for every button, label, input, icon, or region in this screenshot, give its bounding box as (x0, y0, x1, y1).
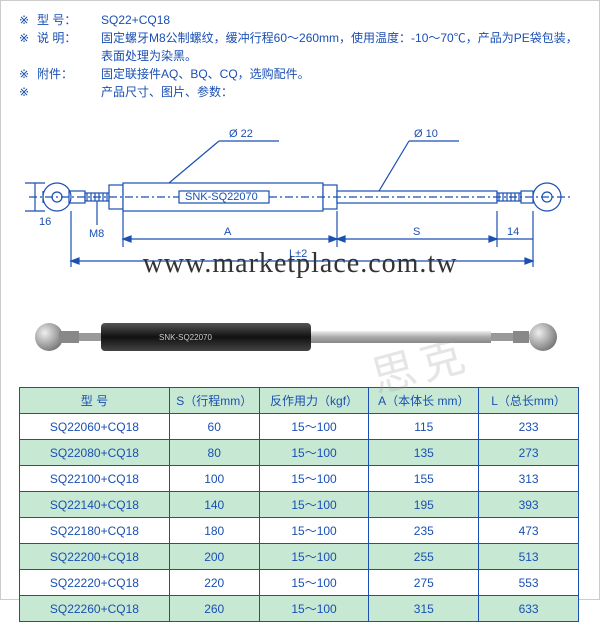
product-photo: SNK-SQ22070 (19, 297, 579, 377)
table-cell: SQ22200+CQ18 (20, 544, 170, 570)
dim-dia-body: Ø 22 (229, 128, 253, 140)
table-cell: 180 (169, 518, 259, 544)
photo-part-label: SNK-SQ22070 (159, 333, 212, 342)
table-cell: SQ22180+CQ18 (20, 518, 170, 544)
table-cell: 100 (169, 466, 259, 492)
table-cell: 553 (479, 570, 579, 596)
table-row: SQ22080+CQ188015～100135273 (20, 440, 579, 466)
dim-h-outer: 28.5 (19, 184, 22, 205)
table-cell: SQ22100+CQ18 (20, 466, 170, 492)
table-cell: 255 (369, 544, 479, 570)
table-cell: 140 (169, 492, 259, 518)
table-cell: 473 (479, 518, 579, 544)
bullet: ※ (19, 29, 37, 65)
table-cell: 260 (169, 596, 259, 622)
table-cell: 200 (169, 544, 259, 570)
part-label: SNK-SQ22070 (185, 191, 258, 203)
spec-label: 附件： (37, 65, 101, 83)
table-row: SQ22060+CQ186015～100115233 (20, 414, 579, 440)
th-s: S（行程mm） (169, 388, 259, 414)
bullet: ※ (19, 11, 37, 29)
table-cell: 155 (369, 466, 479, 492)
th-a: A（本体长 mm） (369, 388, 479, 414)
spec-table: 型 号 S（行程mm） 反作用力（kgf） A（本体长 mm） L（总长mm） … (19, 387, 579, 622)
table-cell: 15～100 (259, 596, 369, 622)
table-cell: 235 (369, 518, 479, 544)
dim-dia-rod: Ø 10 (414, 128, 438, 140)
table-cell: SQ22220+CQ18 (20, 570, 170, 596)
spec-label: 说 明： (37, 29, 101, 65)
table-row: SQ22100+CQ1810015～100155313 (20, 466, 579, 492)
table-cell: 633 (479, 596, 579, 622)
dim-h-inner: 16 (39, 216, 51, 228)
table-cell: 115 (369, 414, 479, 440)
table-cell: 15～100 (259, 466, 369, 492)
table-cell: 60 (169, 414, 259, 440)
table-cell: 195 (369, 492, 479, 518)
table-cell: 273 (479, 440, 579, 466)
th-model: 型 号 (20, 388, 170, 414)
spec-text: 固定联接件AQ、BQ、CQ，选购配件。 (101, 65, 581, 83)
dim-a: A (224, 226, 232, 238)
table-cell: SQ22260+CQ18 (20, 596, 170, 622)
table-row: SQ22260+CQ1826015～100315633 (20, 596, 579, 622)
dim-thread: M8 (89, 228, 104, 240)
table-row: SQ22200+CQ1820015～100255513 (20, 544, 579, 570)
dim-s: S (413, 226, 420, 238)
spec-text: 产品尺寸、图片、参数： (101, 83, 581, 101)
table-cell: 313 (479, 466, 579, 492)
bullet: ※ (19, 83, 37, 101)
table-cell: 15～100 (259, 440, 369, 466)
dim-l: L±2 (289, 248, 307, 260)
dim-14: 14 (507, 226, 519, 238)
table-row: SQ22220+CQ1822015～100275553 (20, 570, 579, 596)
table-cell: SQ22140+CQ18 (20, 492, 170, 518)
spec-label: 型 号： (37, 11, 101, 29)
table-cell: 135 (369, 440, 479, 466)
table-cell: 315 (369, 596, 479, 622)
th-l: L（总长mm） (479, 388, 579, 414)
page: ※ 型 号： SQ22+CQ18 ※ 说 明： 固定螺牙M8公制螺纹，缓冲行程6… (0, 0, 600, 600)
spec-text: 固定螺牙M8公制螺纹，缓冲行程60～260mm，使用温度：-10～70℃，产品为… (101, 29, 581, 65)
table-cell: 80 (169, 440, 259, 466)
table-cell: 275 (369, 570, 479, 596)
table-cell: 15～100 (259, 518, 369, 544)
table-cell: 15～100 (259, 570, 369, 596)
engineering-drawing: Ø 22 Ø 10 28.5 16 M8 A S 14 L±2 SNK-SQ22… (19, 107, 579, 287)
table-cell: SQ22080+CQ18 (20, 440, 170, 466)
spec-header: ※ 型 号： SQ22+CQ18 ※ 说 明： 固定螺牙M8公制螺纹，缓冲行程6… (19, 11, 581, 101)
spec-text: SQ22+CQ18 (101, 11, 581, 29)
table-cell: 15～100 (259, 492, 369, 518)
table-cell: 15～100 (259, 414, 369, 440)
table-cell: SQ22060+CQ18 (20, 414, 170, 440)
th-force: 反作用力（kgf） (259, 388, 369, 414)
table-cell: 513 (479, 544, 579, 570)
table-cell: 233 (479, 414, 579, 440)
table-header-row: 型 号 S（行程mm） 反作用力（kgf） A（本体长 mm） L（总长mm） (20, 388, 579, 414)
bullet: ※ (19, 65, 37, 83)
spec-label (37, 83, 101, 101)
table-row: SQ22140+CQ1814015～100195393 (20, 492, 579, 518)
table-cell: 220 (169, 570, 259, 596)
table-row: SQ22180+CQ1818015～100235473 (20, 518, 579, 544)
table-cell: 15～100 (259, 544, 369, 570)
table-cell: 393 (479, 492, 579, 518)
